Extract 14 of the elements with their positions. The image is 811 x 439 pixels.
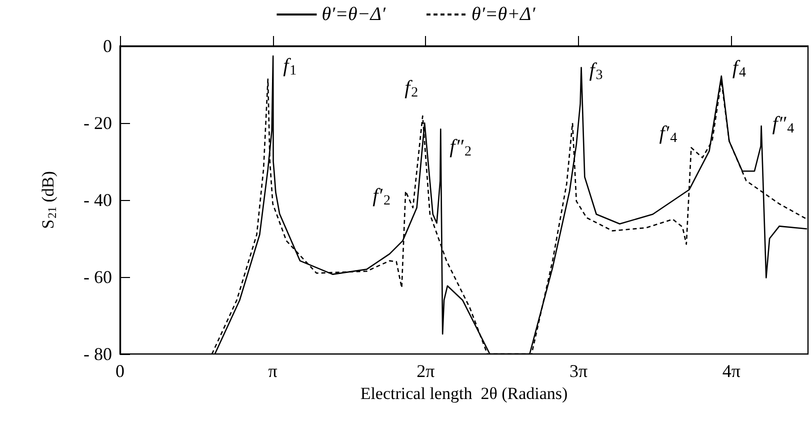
y-tick-label: - 40 — [84, 190, 112, 210]
y-tick-label: - 20 — [84, 113, 112, 133]
legend-label: θ′=θ+Δ′ — [472, 4, 536, 25]
legend-label: θ′=θ−Δ′ — [322, 4, 386, 25]
y-axis-title: S21 (dB) — [38, 171, 59, 229]
x-axis-title: Electrical length 2θ (Radians) — [360, 384, 568, 403]
y-tick-label: - 60 — [84, 267, 112, 287]
x-tick-label: 4π — [722, 361, 740, 381]
x-tick-label: 2π — [416, 361, 435, 381]
x-tick-label: 3π — [570, 361, 588, 381]
x-tick-label: π — [268, 361, 278, 381]
y-tick-label: 0 — [103, 36, 112, 56]
y-tick-label: - 80 — [84, 344, 112, 364]
x-tick-label: 0 — [116, 361, 124, 381]
